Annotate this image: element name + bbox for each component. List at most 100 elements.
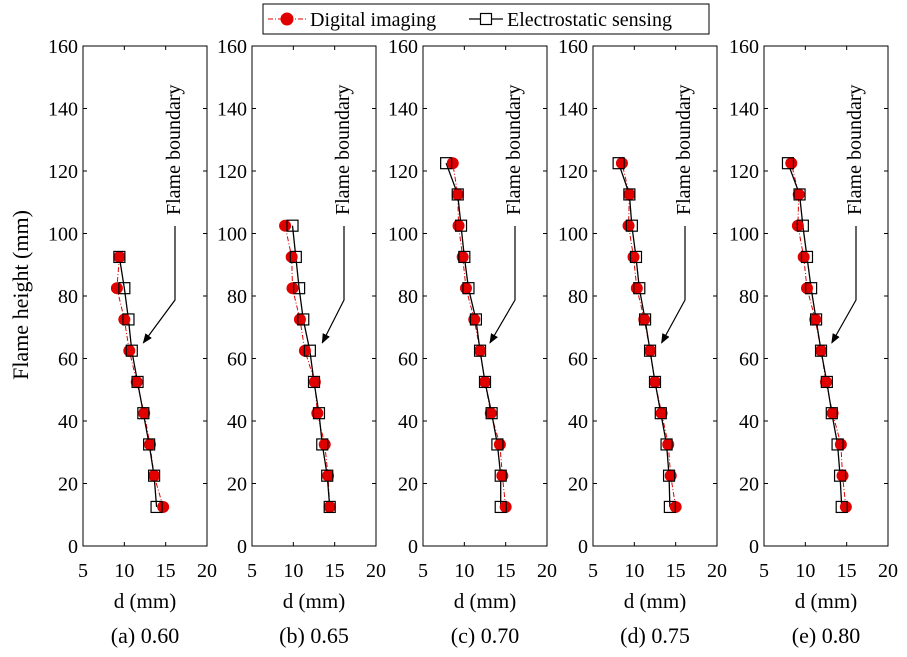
digital-imaging-point (285, 250, 298, 263)
electrostatic-sensing-point (147, 469, 161, 482)
electrostatic-sensing-point (805, 282, 818, 295)
electrostatic-sensing-point (662, 469, 676, 482)
x-tick-label: 15 (666, 560, 686, 582)
electrostatic-sensing-point (648, 375, 662, 389)
flame-boundary-arrow (831, 226, 857, 344)
legend-electrostatic-marker (479, 12, 493, 26)
y-tick-label: 140 (217, 99, 247, 121)
electrostatic-sensing-point (473, 344, 487, 357)
y-tick-label: 160 (217, 36, 247, 58)
x-tick-label: 5 (418, 560, 428, 582)
x-tick-label: 15 (837, 560, 857, 582)
electrostatic-sensing-point (809, 313, 823, 326)
electrostatic-sensing-point (451, 188, 464, 201)
x-tick-label: 5 (588, 560, 598, 582)
x-tick-label: 10 (114, 560, 134, 582)
digital-imaging-line (284, 225, 331, 507)
electrostatic-sensing-point (469, 313, 483, 326)
y-tick-label: 160 (388, 36, 418, 58)
digital-imaging-point (323, 500, 336, 513)
flame-boundary-label: Flame boundary (844, 84, 866, 215)
digital-imaging-point (123, 344, 136, 357)
x-tick-label: 15 (325, 560, 345, 582)
y-tick-label: 20 (739, 474, 759, 496)
digital-imaging-point (157, 500, 170, 513)
electrostatic-sensing-point (814, 344, 828, 357)
electrostatic-sensing-point (289, 250, 302, 264)
digital-imaging-line (452, 163, 507, 507)
y-tick-label: 160 (48, 36, 78, 58)
y-tick-label: 140 (729, 99, 759, 121)
x-tick-label: 15 (496, 560, 516, 582)
flame-boundary-label: Flame boundary (503, 84, 525, 215)
digital-imaging-point (630, 282, 643, 295)
electrostatic-sensing-point (494, 500, 507, 514)
panel-2: 0 20 40 60 80 100 120 140 160 5 10 15 20 d (mm) (b) 0.… (217, 36, 386, 648)
flame-boundary-arrow (661, 226, 686, 344)
electrostatic-sensing-point (125, 344, 138, 357)
electrostatic-sensing-point (796, 219, 809, 232)
digital-imaging-point (622, 219, 635, 232)
electrostatic-sensing-line (291, 225, 331, 507)
digital-imaging-point (797, 250, 810, 263)
y-tick-label: 80 (227, 286, 247, 308)
panel-caption: (c) 0.70 (451, 623, 519, 648)
panel-1: 0 20 40 60 80 100 120 140 160 5 10 15 20 d (mm) (a) 0.… (48, 36, 217, 648)
electrostatic-sensing-point (297, 313, 310, 326)
axes-box (592, 45, 718, 547)
electrostatic-sensing-point (623, 188, 636, 201)
y-tick-label: 60 (398, 349, 418, 371)
digital-imaging-point (655, 407, 668, 420)
electrostatic-sensing-line (787, 162, 843, 507)
panel-3: 0 20 40 60 80 100 120 140 160 5 10 15 20 d (mm) (c) 0.… (388, 36, 557, 648)
y-tick-label: 20 (568, 474, 588, 496)
digital-imaging-point (638, 313, 651, 326)
electrostatic-sensing-point (654, 407, 667, 420)
electrostatic-sensing-point (781, 157, 795, 170)
electrostatic-sensing-point (122, 313, 135, 326)
y-tick-label: 80 (568, 286, 588, 308)
x-tick-label: 20 (707, 560, 727, 582)
x-tick-label: 20 (366, 560, 386, 582)
electrostatic-sensing-line (445, 162, 502, 507)
electrostatic-sensing-point (454, 219, 468, 232)
flame-boundary-label: Flame boundary (332, 84, 354, 215)
y-tick-label: 80 (739, 286, 759, 308)
electrostatic-sensing-point (113, 250, 126, 264)
digital-imaging-point (130, 375, 143, 388)
y-tick-label: 80 (398, 286, 418, 308)
x-tick-label: 15 (156, 560, 176, 582)
y-tick-label: 120 (217, 161, 247, 183)
y-tick-label: 140 (48, 99, 78, 121)
electrostatic-sensing-point (825, 407, 838, 420)
y-tick-label: 160 (729, 36, 759, 58)
digital-imaging-point (322, 469, 335, 482)
y-tick-label: 160 (558, 36, 588, 58)
flame-boundary-label: Flame boundary (163, 84, 185, 215)
panel-caption: (e) 0.80 (792, 623, 860, 648)
digital-imaging-point (493, 438, 506, 451)
digital-imaging-point (143, 438, 156, 451)
y-tick-label: 40 (58, 411, 78, 433)
y-tick-label: 20 (227, 474, 247, 496)
digital-imaging-point (113, 250, 126, 263)
legend: Digital imaging Electrostatic sensing (262, 3, 710, 35)
electrostatic-sensing-point (286, 219, 299, 232)
x-tick-label: 5 (247, 560, 257, 582)
y-tick-label: 100 (48, 224, 78, 246)
panel-caption: (a) 0.60 (111, 623, 179, 648)
x-tick-label: 10 (795, 560, 815, 582)
digital-imaging-point (474, 344, 487, 357)
y-tick-label: 20 (58, 474, 78, 496)
electrostatic-sensing-point (131, 375, 144, 389)
flame-boundary-arrow (142, 226, 176, 344)
digital-imaging-point (649, 375, 661, 388)
electrostatic-sensing-point (303, 344, 316, 357)
electrostatic-sensing-point (663, 500, 676, 514)
x-axis-title: d (mm) (114, 589, 176, 613)
x-tick-label: 20 (537, 560, 557, 582)
electrostatic-sensing-point (633, 282, 646, 295)
digital-imaging-point (148, 469, 161, 482)
y-tick-label: 80 (58, 286, 78, 308)
